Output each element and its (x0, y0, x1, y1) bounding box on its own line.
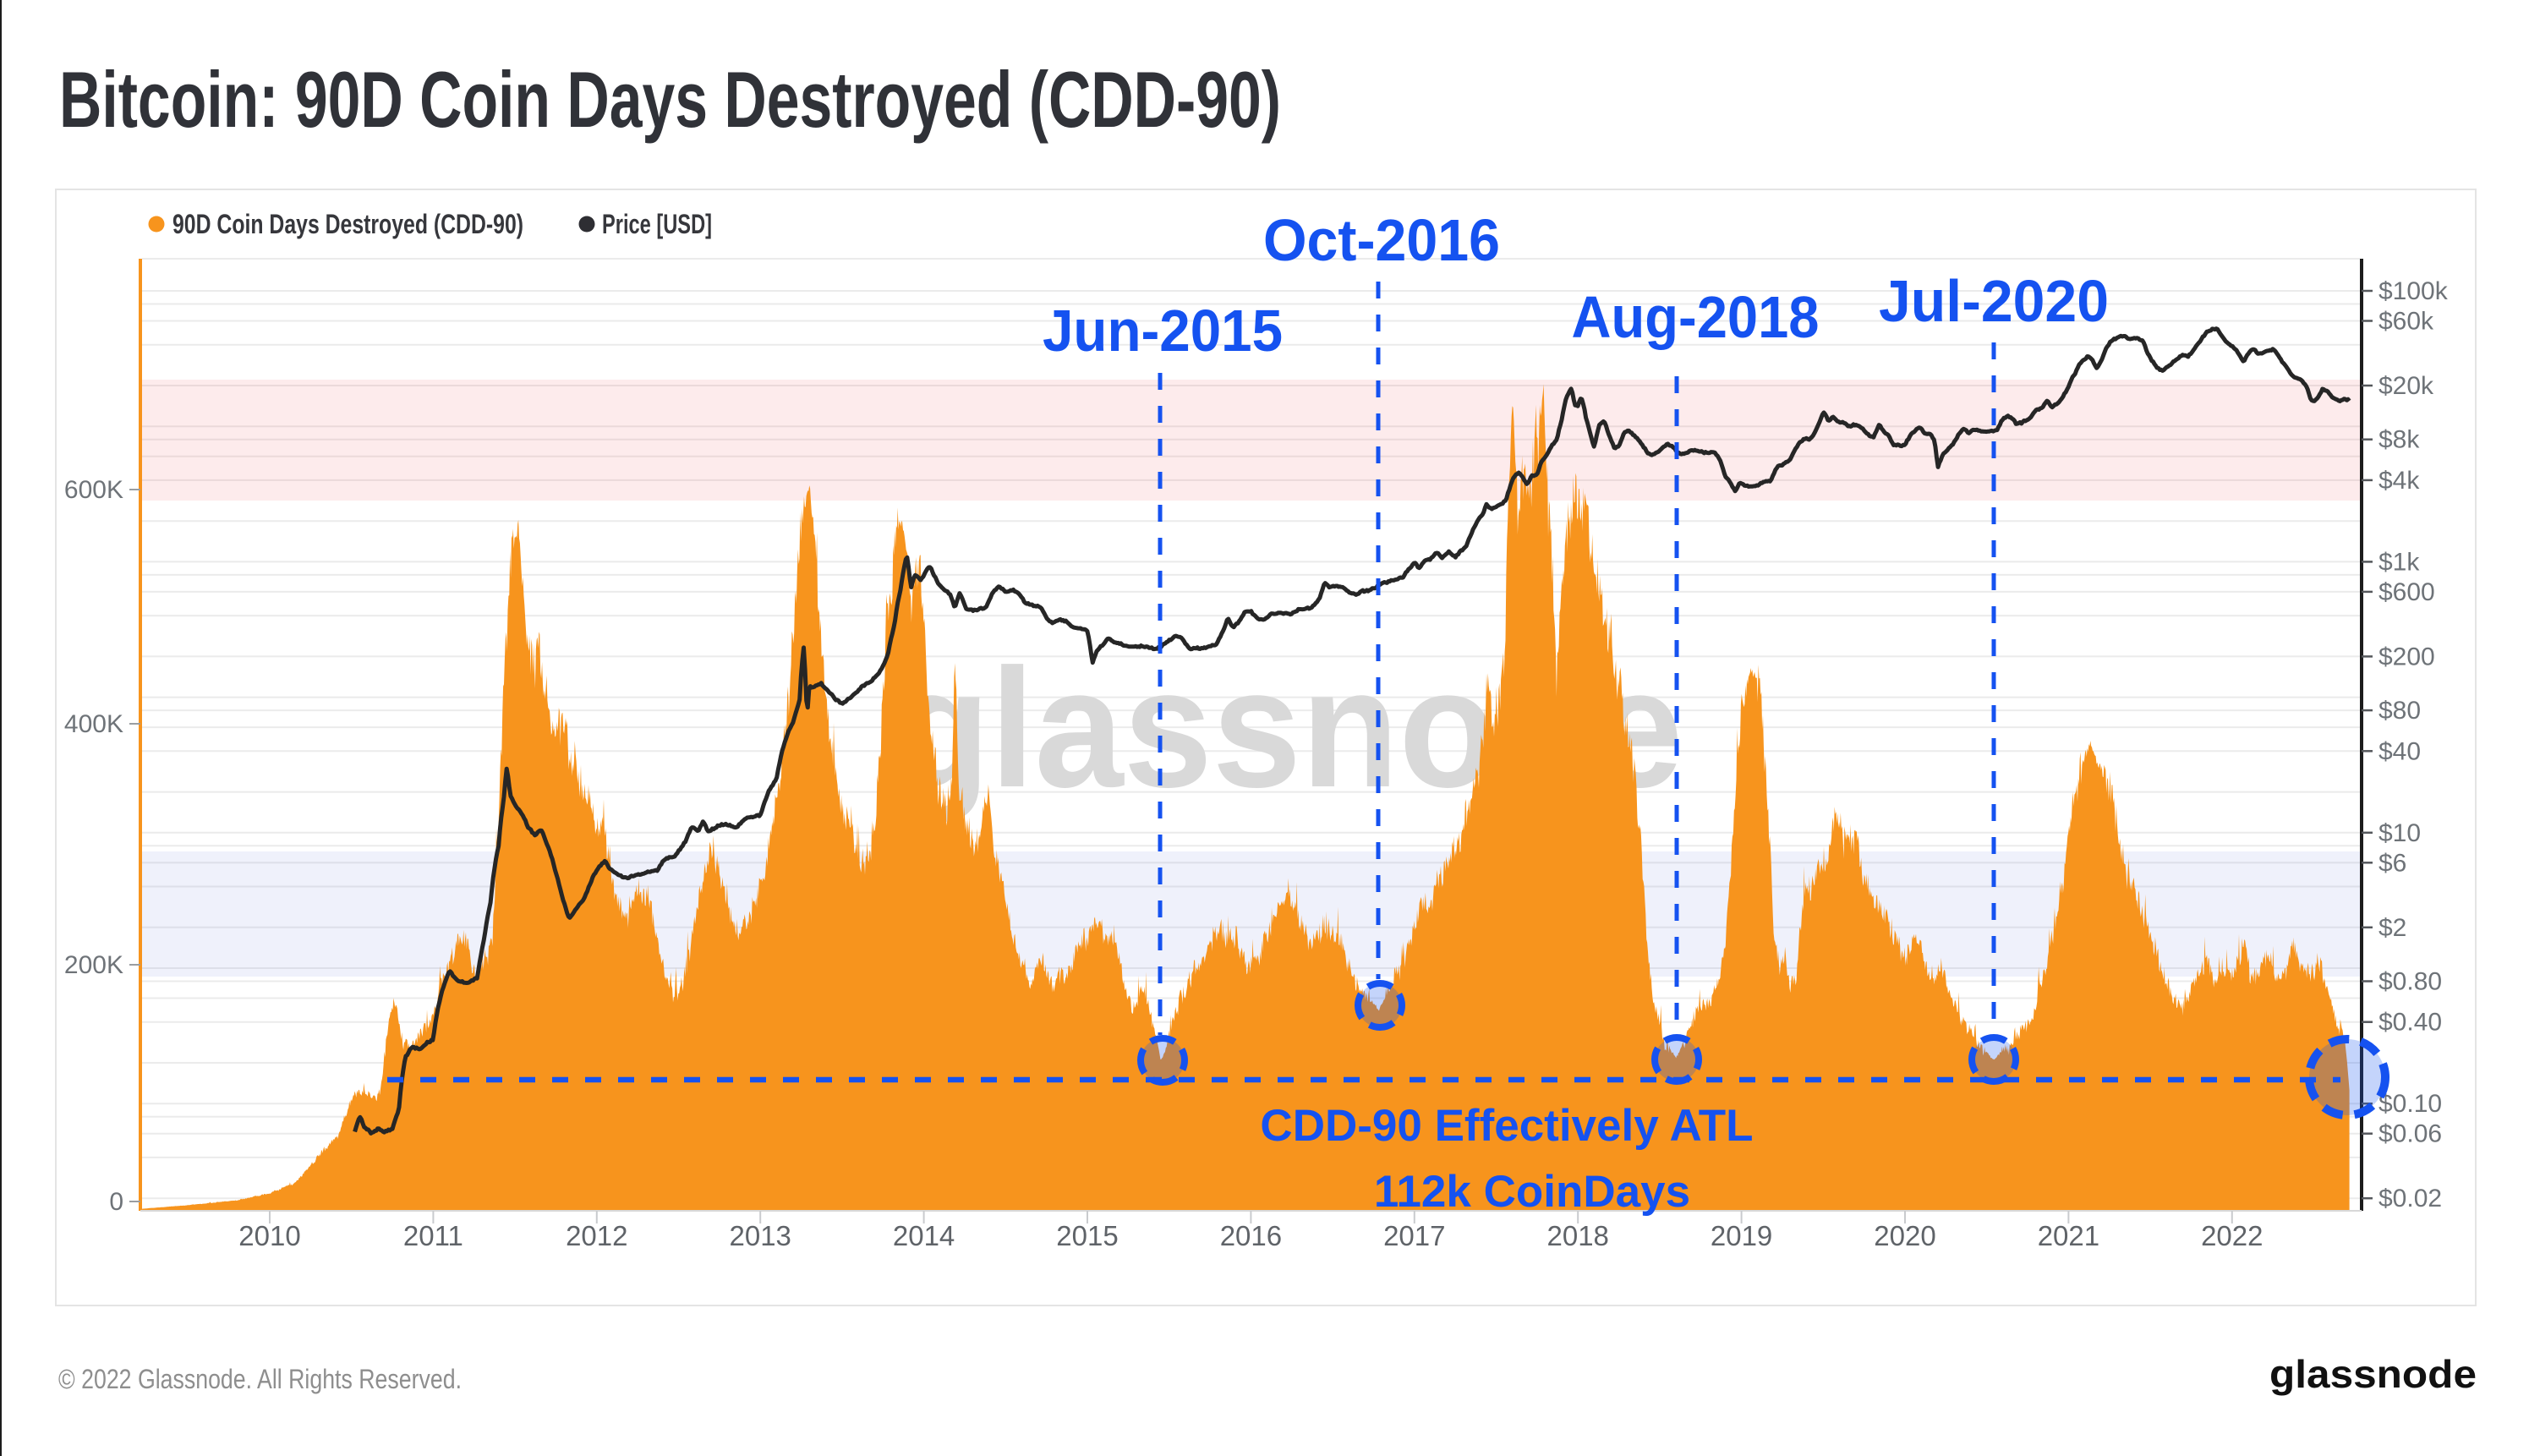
svg-text:$200: $200 (2378, 643, 2435, 671)
svg-text:$80: $80 (2378, 697, 2421, 725)
svg-text:400K: 400K (64, 710, 123, 738)
svg-text:$10: $10 (2378, 819, 2421, 847)
svg-text:2014: 2014 (893, 1220, 955, 1251)
svg-text:$0.80: $0.80 (2378, 968, 2442, 996)
svg-text:200K: 200K (64, 951, 123, 979)
svg-text:2019: 2019 (1711, 1220, 1772, 1251)
svg-text:CDD-90 Effectively ATL: CDD-90 Effectively ATL (1260, 1101, 1753, 1151)
svg-text:2020: 2020 (1874, 1220, 1935, 1251)
svg-text:2016: 2016 (1220, 1220, 1282, 1251)
svg-text:2013: 2013 (729, 1220, 791, 1251)
svg-text:$2: $2 (2378, 914, 2406, 942)
svg-text:$20k: $20k (2378, 372, 2434, 400)
svg-text:2022: 2022 (2201, 1220, 2263, 1251)
svg-text:90D Coin Days Destroyed (CDD-9: 90D Coin Days Destroyed (CDD-90) (172, 209, 523, 239)
svg-text:Bitcoin: 90D Coin Days Destroy: Bitcoin: 90D Coin Days Destroyed (CDD-90… (59, 55, 1281, 144)
svg-text:600K: 600K (64, 476, 123, 504)
svg-text:Jul-2020: Jul-2020 (1879, 268, 2109, 334)
svg-text:2017: 2017 (1383, 1220, 1445, 1251)
svg-text:Price [USD]: Price [USD] (602, 209, 712, 239)
svg-text:2018: 2018 (1546, 1220, 1608, 1251)
svg-text:$100k: $100k (2378, 277, 2449, 305)
svg-text:$0.02: $0.02 (2378, 1185, 2442, 1212)
svg-text:$0.40: $0.40 (2378, 1009, 2442, 1037)
svg-text:2021: 2021 (2038, 1220, 2099, 1251)
svg-text:$8k: $8k (2378, 426, 2420, 454)
svg-text:$60k: $60k (2378, 308, 2434, 336)
svg-text:$0.10: $0.10 (2378, 1090, 2442, 1118)
svg-text:Aug-2018: Aug-2018 (1572, 284, 1820, 350)
svg-text:2012: 2012 (566, 1220, 627, 1251)
svg-text:2010: 2010 (238, 1220, 300, 1251)
svg-text:2011: 2011 (403, 1220, 463, 1251)
svg-text:Oct-2016: Oct-2016 (1263, 207, 1500, 273)
svg-text:0: 0 (109, 1188, 123, 1216)
svg-text:$0.06: $0.06 (2378, 1120, 2442, 1148)
svg-text:$1k: $1k (2378, 548, 2420, 576)
svg-text:$40: $40 (2378, 737, 2421, 765)
svg-text:$600: $600 (2378, 578, 2435, 606)
svg-text:glassnode: glassnode (2269, 1352, 2477, 1396)
svg-text:Jun-2015: Jun-2015 (1043, 298, 1283, 364)
svg-text:$4k: $4k (2378, 467, 2420, 495)
svg-text:2015: 2015 (1056, 1220, 1118, 1251)
svg-text:112k CoinDays: 112k CoinDays (1374, 1167, 1690, 1217)
svg-text:$6: $6 (2378, 849, 2406, 877)
svg-text:© 2022 Glassnode. All Rights R: © 2022 Glassnode. All Rights Reserved. (58, 1364, 462, 1394)
